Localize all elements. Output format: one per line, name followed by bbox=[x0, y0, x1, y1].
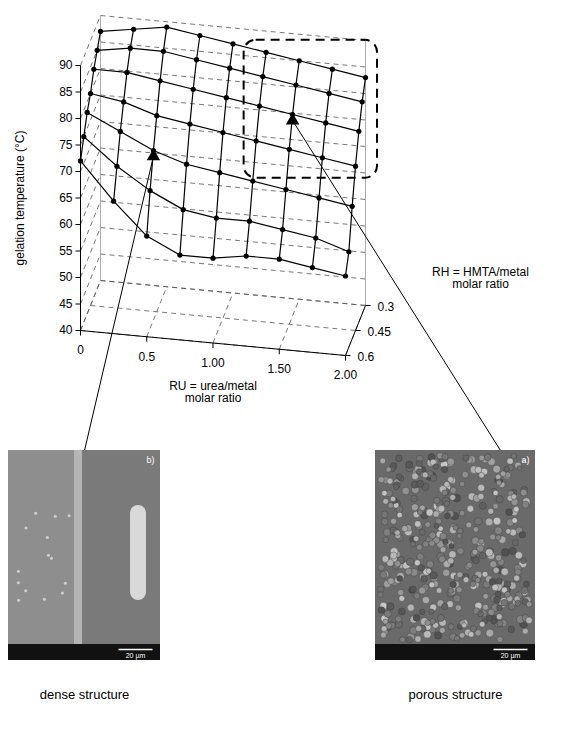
svg-text:40: 40 bbox=[59, 323, 73, 337]
svg-text:50: 50 bbox=[59, 270, 73, 284]
svg-text:0: 0 bbox=[77, 343, 84, 357]
svg-text:RH = HMTA/metalmolar ratio: RH = HMTA/metalmolar ratio bbox=[432, 265, 529, 291]
svg-text:0.3: 0.3 bbox=[378, 300, 395, 314]
svg-text:0.45: 0.45 bbox=[368, 325, 392, 339]
svg-text:85: 85 bbox=[59, 85, 73, 99]
svg-text:0.5: 0.5 bbox=[138, 350, 155, 364]
svg-text:20 µm: 20 µm bbox=[501, 652, 521, 660]
svg-text:1.50: 1.50 bbox=[268, 362, 292, 376]
svg-text:gelation temperature (°C): gelation temperature (°C) bbox=[13, 131, 27, 266]
svg-text:55: 55 bbox=[59, 244, 73, 258]
svg-text:75: 75 bbox=[59, 138, 73, 152]
svg-text:80: 80 bbox=[59, 111, 73, 125]
svg-text:porous structure: porous structure bbox=[409, 687, 503, 702]
svg-text:70: 70 bbox=[59, 164, 73, 178]
svg-text:20 µm: 20 µm bbox=[126, 652, 146, 660]
svg-text:60: 60 bbox=[59, 217, 73, 231]
svg-text:0.6: 0.6 bbox=[358, 350, 375, 364]
svg-text:45: 45 bbox=[59, 297, 73, 311]
svg-text:RU = urea/metalmolar ratio: RU = urea/metalmolar ratio bbox=[169, 379, 257, 405]
svg-text:1.00: 1.00 bbox=[201, 356, 225, 370]
svg-text:65: 65 bbox=[59, 191, 73, 205]
svg-text:2.00: 2.00 bbox=[334, 368, 358, 382]
svg-text:90: 90 bbox=[59, 58, 73, 72]
svg-text:dense structure: dense structure bbox=[40, 687, 130, 702]
svg-text:a): a) bbox=[521, 455, 529, 465]
svg-text:b): b) bbox=[146, 455, 154, 465]
